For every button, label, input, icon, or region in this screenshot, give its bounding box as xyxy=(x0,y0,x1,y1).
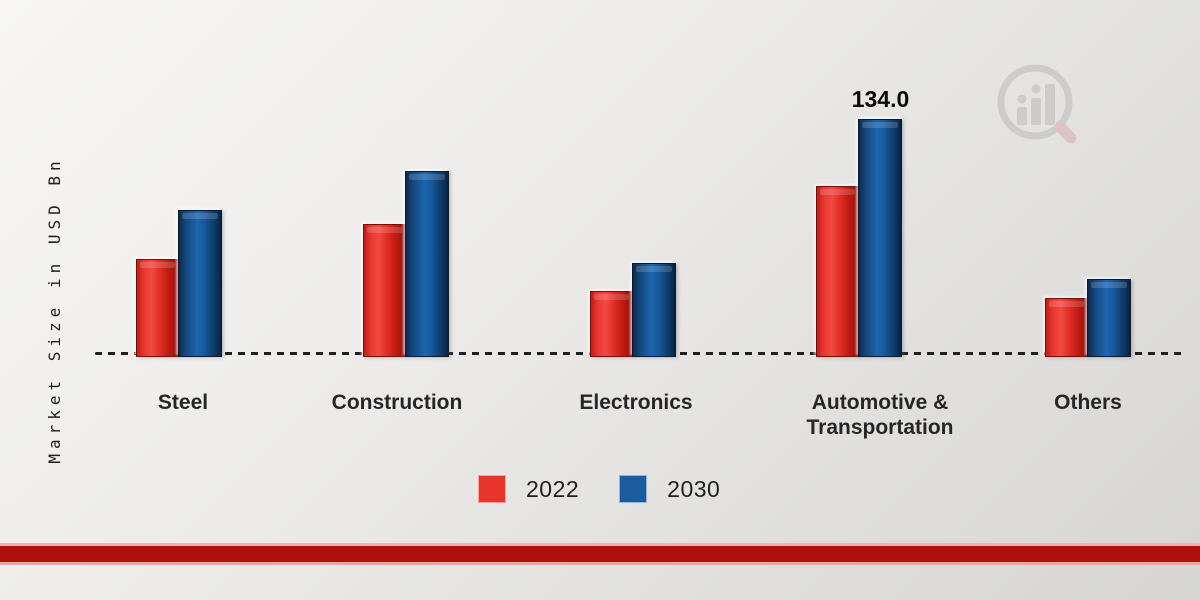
bar-2030-automotive-transportation xyxy=(858,119,902,357)
bar-2022-construction xyxy=(363,223,406,357)
legend-item-2022: 2022 xyxy=(478,475,579,503)
category-label: Steel xyxy=(157,391,209,414)
legend: 2022 2030 xyxy=(478,475,720,503)
bottom-accent-band xyxy=(0,543,1200,565)
legend-swatch-2022 xyxy=(478,475,506,503)
bar-2022-steel xyxy=(136,259,179,357)
bar-2022-electronics xyxy=(590,291,633,357)
bar-2022-others xyxy=(1045,298,1088,357)
category-label: Others xyxy=(1054,391,1122,414)
bar-2030-others xyxy=(1087,278,1131,357)
bar-2030-construction xyxy=(405,170,449,357)
category-label: Electronics xyxy=(579,391,693,414)
legend-label-2030: 2030 xyxy=(667,475,721,502)
category-label: Automotive & Transportation xyxy=(806,391,954,439)
bar-2030-steel xyxy=(178,209,222,357)
category-label: Construction xyxy=(331,391,463,414)
y-axis-title: Market Size in USD Bn xyxy=(45,156,64,464)
magnifier-bar-chart-logo-icon xyxy=(997,64,1077,144)
legend-label-2022: 2022 xyxy=(526,475,580,502)
legend-swatch-2030 xyxy=(619,475,648,503)
bar-2022-automotive-transportation xyxy=(816,186,859,357)
legend-item-2030: 2030 xyxy=(619,475,720,503)
bar-2030-electronics xyxy=(632,262,676,357)
data-value-label: 134.0 xyxy=(851,86,910,112)
